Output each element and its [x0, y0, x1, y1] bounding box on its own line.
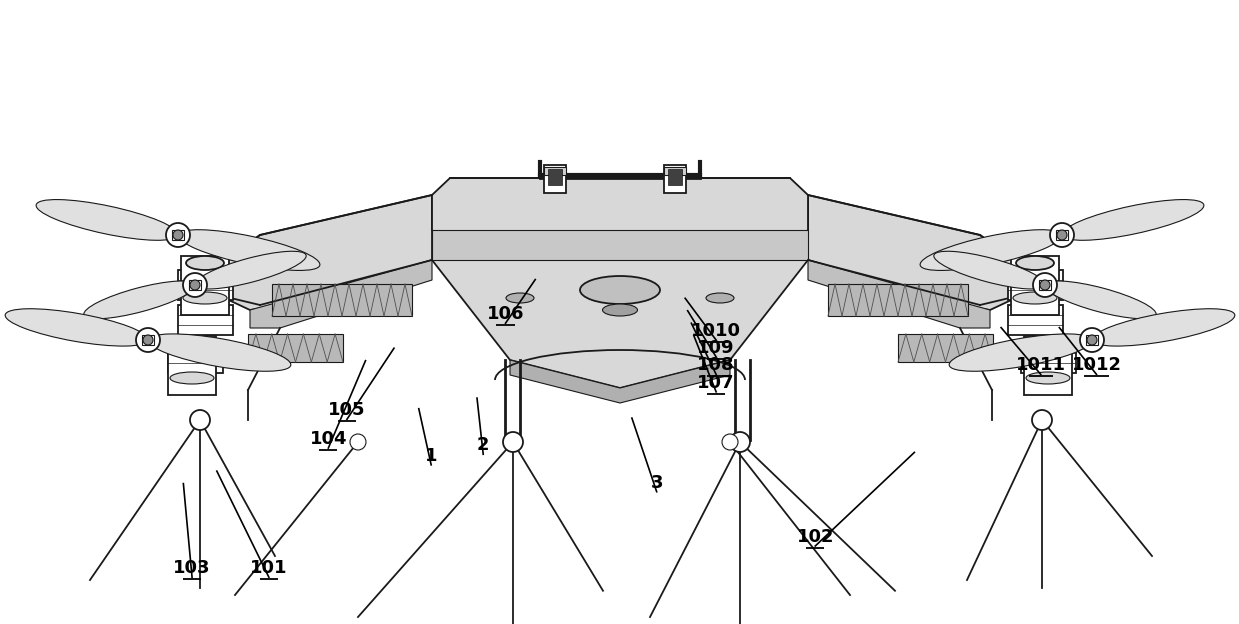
- Circle shape: [190, 280, 199, 290]
- FancyBboxPatch shape: [248, 334, 343, 362]
- Circle shape: [1033, 273, 1057, 297]
- Ellipse shape: [1026, 372, 1070, 384]
- FancyBboxPatch shape: [1011, 256, 1059, 315]
- Ellipse shape: [147, 334, 291, 371]
- Ellipse shape: [1016, 256, 1054, 270]
- Ellipse shape: [1092, 309, 1235, 346]
- Text: 104: 104: [310, 430, 347, 448]
- Circle shape: [166, 223, 190, 247]
- FancyBboxPatch shape: [1021, 343, 1075, 373]
- Circle shape: [503, 432, 523, 452]
- FancyBboxPatch shape: [544, 165, 566, 193]
- Text: 101: 101: [250, 559, 287, 577]
- FancyBboxPatch shape: [177, 305, 233, 335]
- Polygon shape: [432, 230, 808, 260]
- Circle shape: [1057, 230, 1067, 240]
- Ellipse shape: [921, 230, 1062, 270]
- Ellipse shape: [5, 309, 147, 346]
- FancyBboxPatch shape: [167, 343, 223, 373]
- Text: 1011: 1011: [1016, 356, 1066, 374]
- Circle shape: [1080, 328, 1104, 352]
- FancyBboxPatch shape: [169, 336, 216, 395]
- Ellipse shape: [178, 230, 320, 270]
- Circle shape: [722, 434, 738, 450]
- FancyBboxPatch shape: [898, 334, 992, 362]
- Ellipse shape: [84, 281, 195, 319]
- Text: 102: 102: [797, 528, 834, 546]
- Polygon shape: [510, 360, 730, 403]
- FancyBboxPatch shape: [142, 335, 154, 345]
- FancyBboxPatch shape: [544, 167, 566, 175]
- FancyBboxPatch shape: [172, 230, 185, 240]
- Polygon shape: [808, 195, 1022, 310]
- Polygon shape: [218, 195, 432, 310]
- FancyBboxPatch shape: [828, 284, 968, 316]
- Text: 3: 3: [650, 474, 663, 492]
- Ellipse shape: [506, 293, 534, 303]
- Circle shape: [183, 273, 207, 297]
- Ellipse shape: [36, 200, 178, 240]
- Polygon shape: [250, 260, 432, 328]
- Text: 1010: 1010: [691, 322, 741, 340]
- Ellipse shape: [170, 372, 214, 384]
- Circle shape: [136, 328, 160, 352]
- Polygon shape: [808, 260, 990, 328]
- Ellipse shape: [1062, 200, 1204, 240]
- Ellipse shape: [602, 304, 638, 316]
- FancyBboxPatch shape: [1087, 335, 1098, 345]
- Circle shape: [349, 434, 366, 450]
- FancyBboxPatch shape: [1007, 270, 1063, 300]
- FancyBboxPatch shape: [190, 280, 201, 290]
- Text: 105: 105: [328, 401, 366, 419]
- Circle shape: [190, 410, 209, 430]
- Ellipse shape: [706, 293, 733, 303]
- Ellipse shape: [186, 256, 224, 270]
- Ellipse shape: [580, 276, 660, 304]
- Text: 1012: 1012: [1072, 356, 1121, 374]
- Circle shape: [1032, 410, 1052, 430]
- Polygon shape: [432, 260, 808, 388]
- FancyBboxPatch shape: [548, 169, 563, 185]
- Text: 1: 1: [425, 447, 437, 465]
- Circle shape: [1040, 280, 1049, 290]
- FancyBboxPatch shape: [1056, 230, 1068, 240]
- FancyBboxPatch shape: [668, 169, 681, 185]
- Circle shape: [730, 432, 750, 452]
- Ellipse shape: [183, 292, 227, 304]
- Text: 103: 103: [173, 559, 211, 577]
- FancyBboxPatch shape: [664, 167, 686, 175]
- Text: 2: 2: [477, 436, 489, 454]
- Circle shape: [1049, 223, 1074, 247]
- FancyBboxPatch shape: [273, 284, 413, 316]
- FancyBboxPatch shape: [181, 256, 229, 315]
- Ellipse shape: [934, 251, 1044, 289]
- Text: 108: 108: [698, 356, 735, 374]
- Circle shape: [142, 335, 152, 345]
- Text: 106: 106: [487, 305, 524, 323]
- Ellipse shape: [1044, 281, 1156, 319]
- FancyBboxPatch shape: [1023, 336, 1072, 395]
- Polygon shape: [432, 178, 808, 248]
- FancyBboxPatch shape: [1007, 305, 1063, 335]
- FancyBboxPatch shape: [1040, 280, 1051, 290]
- Ellipse shape: [949, 334, 1092, 371]
- Ellipse shape: [1030, 336, 1067, 350]
- Text: 107: 107: [698, 374, 735, 392]
- Circle shape: [173, 230, 183, 240]
- Circle shape: [1087, 335, 1097, 345]
- Ellipse shape: [195, 251, 306, 289]
- Ellipse shape: [1014, 292, 1057, 304]
- FancyBboxPatch shape: [664, 165, 686, 193]
- Ellipse shape: [173, 336, 211, 350]
- Text: 109: 109: [698, 339, 735, 357]
- FancyBboxPatch shape: [177, 270, 233, 300]
